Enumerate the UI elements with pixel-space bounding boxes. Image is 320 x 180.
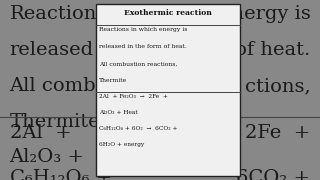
Text: released: released bbox=[10, 41, 94, 59]
Text: energy is: energy is bbox=[220, 5, 310, 23]
Text: All combustion reactions,: All combustion reactions, bbox=[99, 61, 178, 66]
Text: Exothermic reaction: Exothermic reaction bbox=[124, 9, 212, 17]
Text: Al₂O₃ +: Al₂O₃ + bbox=[10, 148, 84, 166]
Text: C₆H₁₂O₆ + 6O₂  →  6CO₂ +: C₆H₁₂O₆ + 6O₂ → 6CO₂ + bbox=[99, 126, 178, 131]
Text: Reactions in which energy is: Reactions in which energy is bbox=[99, 27, 188, 32]
Text: 2Al  +: 2Al + bbox=[10, 124, 71, 142]
Text: Reaction: Reaction bbox=[10, 5, 97, 23]
Text: released in the form of heat.: released in the form of heat. bbox=[99, 44, 187, 49]
FancyBboxPatch shape bbox=[96, 4, 240, 176]
Text: 6CO₂ +: 6CO₂ + bbox=[236, 169, 310, 180]
Text: C₆H₁₂O₆ +: C₆H₁₂O₆ + bbox=[10, 169, 112, 180]
Text: All comb: All comb bbox=[10, 77, 96, 95]
Text: Thermite: Thermite bbox=[10, 113, 100, 131]
Text: Al₂O₃ + Heat: Al₂O₃ + Heat bbox=[99, 110, 138, 115]
Text: ctions,: ctions, bbox=[245, 77, 310, 95]
Text: 2Al  + Fe₂O₃  →  2Fe  +: 2Al + Fe₂O₃ → 2Fe + bbox=[99, 94, 168, 100]
Text: Thermite: Thermite bbox=[99, 78, 127, 83]
Text: 2Fe  +: 2Fe + bbox=[245, 124, 310, 142]
Text: 6H₂O + energy: 6H₂O + energy bbox=[99, 142, 144, 147]
Text: t of heat.: t of heat. bbox=[221, 41, 310, 59]
